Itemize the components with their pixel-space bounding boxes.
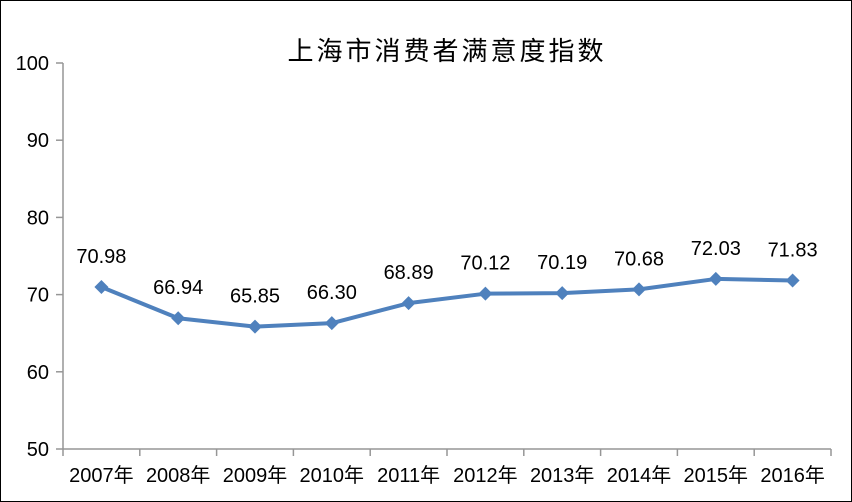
data-point-label: 70.19 — [537, 252, 587, 274]
data-point-label: 70.68 — [614, 248, 664, 270]
series-line — [99, 276, 795, 329]
data-point-label: 65.85 — [230, 286, 280, 308]
y-axis-tick-label: 60 — [27, 362, 49, 384]
data-point-label: 70.12 — [460, 253, 510, 275]
x-axis-tick-label: 2016年 — [760, 464, 825, 487]
x-axis-tick-label: 2011年 — [377, 464, 440, 487]
data-point-marker — [555, 286, 570, 301]
y-axis-tick-label: 100 — [16, 53, 49, 75]
data-point-marker — [708, 271, 723, 286]
x-axis-tick-label: 2012年 — [453, 464, 518, 487]
x-axis-tick-label: 2013年 — [530, 464, 595, 487]
x-axis-tick-label: 2014年 — [607, 464, 672, 487]
data-point-marker — [785, 273, 800, 288]
data-point-marker — [632, 282, 646, 297]
data-point-label: 72.03 — [691, 238, 741, 260]
y-axis-tick-label: 90 — [27, 130, 49, 152]
data-point-label: 66.30 — [307, 282, 357, 304]
data-point-marker — [478, 286, 493, 301]
x-axis-tick-label: 2007年 — [69, 464, 134, 487]
data-point-marker — [248, 319, 262, 334]
data-point-label: 66.94 — [153, 277, 203, 299]
x-axis-tick-label: 2015年 — [684, 464, 749, 487]
x-axis-tick-label: 2010年 — [300, 464, 365, 487]
y-axis-tick-label: 80 — [27, 207, 49, 229]
data-point-marker — [324, 316, 339, 331]
y-axis-tick-label: 50 — [27, 439, 49, 461]
x-axis-tick-label: 2009年 — [223, 464, 288, 487]
x-axis-tick-label: 2008年 — [146, 464, 211, 487]
data-point-label: 68.89 — [384, 262, 434, 284]
data-point-label: 70.98 — [76, 246, 126, 268]
chart-title: 上海市消费者满意度指数 — [287, 36, 607, 66]
data-point-marker — [94, 280, 109, 295]
data-point-marker — [171, 311, 186, 326]
data-point-marker — [401, 296, 416, 311]
data-point-label: 71.83 — [768, 239, 818, 261]
y-axis-tick-label: 70 — [27, 285, 49, 307]
